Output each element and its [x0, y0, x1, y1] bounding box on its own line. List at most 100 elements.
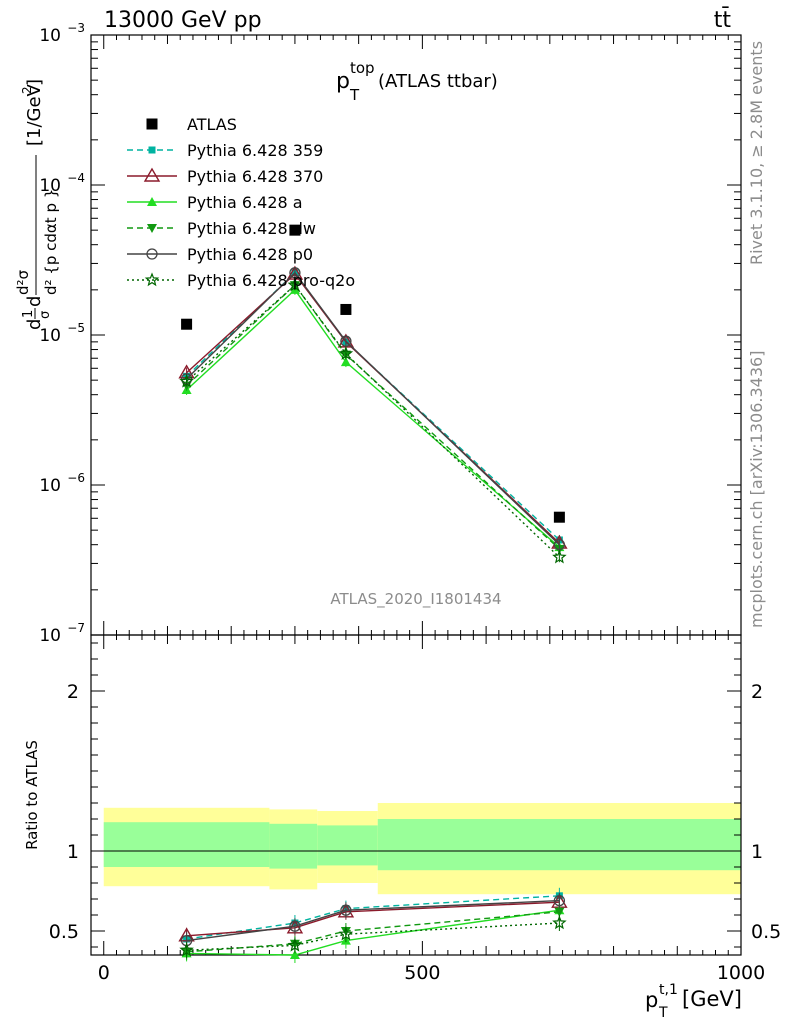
ratio-point-pythia-6-428-p0-2: [340, 904, 352, 916]
ratio-series-pythia-6-428-p0: [180, 892, 566, 949]
main-y-tick-label-4: 10: [39, 26, 61, 46]
legend-label-pythia-6-428-359: Pythia 6.428 359: [187, 141, 323, 160]
x-axis-title: p T t,1 [GeV]: [645, 982, 742, 1021]
analysis-watermark: ATLAS_2020_I1801434: [330, 590, 501, 609]
y-title-frac-den: σ: [38, 311, 53, 319]
uncertainty-band-inner-0: [103, 822, 270, 867]
y-title-numerator: d²σ: [14, 269, 32, 295]
ratio-line-pythia-6-428-370: [186, 901, 560, 937]
legend-entry-pythia-6-428-p0: Pythia 6.428 p0: [127, 245, 313, 264]
ratio-point-pythia-6-428-pro-q2o-1: [287, 937, 303, 952]
legend-label-pythia-6-428-pro-q2o: Pythia 6.428 pro-q2o: [187, 271, 355, 290]
plot-title-rest: (ATLAS ttbar): [378, 71, 498, 92]
ratio-y-tick-label-2: 2: [67, 681, 79, 703]
legend-marker-pythia-6-428-359: [148, 146, 156, 154]
uncertainty-band-inner-3: [377, 819, 741, 871]
legend-entry-atlas: ATLAS: [146, 115, 237, 134]
main-y-tick-exp-4: −3: [67, 21, 85, 35]
legend-label-atlas: ATLAS: [187, 115, 237, 134]
header-final-state-label: tt̄: [714, 7, 732, 33]
data-point-atlas-3: [553, 511, 565, 523]
ratio-point-pythia-6-428-p0-1: [289, 920, 301, 932]
main-y-tick-exp-3: −4: [67, 171, 85, 185]
ratio-y-tick-label-right-1: 1: [751, 841, 763, 863]
main-y-tick-label-1: 10: [39, 476, 61, 496]
ratio-y-axis-title: Ratio to ATLAS: [23, 740, 41, 850]
plot-title-sup: top: [350, 59, 375, 77]
uncertainty-band-inner-1: [269, 823, 318, 869]
legend-entry-pythia-6-428-dw: Pythia 6.428 dw: [127, 219, 316, 238]
main-y-tick-label-2: 10: [39, 326, 61, 346]
data-point-atlas-0: [181, 318, 193, 330]
y-title-unit: [1/GeV: [24, 83, 45, 146]
legend: ATLAS Pythia 6.428 359 Pythia 6.428 370 Pyt…: [127, 115, 355, 290]
ratio-x-tick-label-0: 0: [98, 962, 110, 984]
header-process-label: 13000 GeV pp: [104, 8, 262, 33]
x-title-unit: [GeV]: [682, 987, 742, 1011]
legend-label-pythia-6-428-370: Pythia 6.428 370: [187, 167, 323, 186]
legend-entry-pythia-6-428-359: Pythia 6.428 359: [127, 141, 323, 160]
series-line-pythia-6-428-p0: [186, 271, 560, 546]
main-panel: 10 −7 10 −6 10 −5 10 −4 10 −3: [39, 21, 742, 646]
y-title-frac-num: 1: [21, 310, 36, 318]
data-point-pythia-6-428-pro-q2o-3: [552, 549, 567, 564]
plot-title-sub: T: [349, 86, 360, 104]
plot-title: p top T (ATLAS ttbar): [336, 59, 498, 104]
legend-marker-atlas: [146, 118, 158, 130]
legend-label-pythia-6-428-a: Pythia 6.428 a: [187, 193, 303, 212]
legend-label-pythia-6-428-dw: Pythia 6.428 dw: [187, 219, 316, 238]
y-title-unit-close: ]: [24, 79, 45, 86]
data-point-atlas-1: [289, 224, 301, 236]
x-title-sub: T: [658, 1005, 668, 1021]
data-point-pythia-6-428-pro-q2o-1: [287, 277, 303, 292]
series-pythia-6-428-p0: [180, 267, 566, 551]
legend-entry-pythia-6-428-a: Pythia 6.428 a: [127, 193, 303, 212]
series-pythia-6-428-370: [178, 265, 568, 549]
series-line-pythia-6-428-370: [186, 272, 560, 544]
data-point-atlas-2: [340, 303, 352, 315]
series-line-pythia-6-428-pro-q2o: [186, 284, 560, 558]
uncertainty-band-inner-2: [317, 825, 378, 866]
series-pythia-6-428-dw: [181, 280, 565, 554]
y-title-d2: d: [24, 296, 45, 307]
series-line-pythia-6-428-dw: [186, 284, 560, 550]
main-y-tick-label-0: 10: [39, 626, 61, 646]
y-title-unit-sup: 2: [20, 86, 34, 94]
y-title-d: d: [24, 319, 45, 330]
ratio-point-pythia-6-428-pro-q2o-3: [552, 915, 567, 930]
rivet-version-label: Rivet 3.1.10, ≥ 2.8M events: [747, 41, 766, 265]
ratio-x-tick-label-2: 1000: [717, 962, 765, 984]
ratio-line-pythia-6-428-359: [186, 895, 560, 940]
legend-entry-pythia-6-428-pro-q2o: Pythia 6.428 pro-q2o: [127, 271, 355, 290]
y-title-denominator: d² {p cdαt p }: [42, 189, 60, 295]
legend-marker-pythia-6-428-dw: [147, 224, 157, 233]
ratio-frame: [90, 634, 742, 956]
ratio-point-pythia-6-428-pro-q2o-2: [338, 926, 354, 941]
data-point-pythia-6-428-pro-q2o-2: [338, 346, 354, 360]
series-line-pythia-6-428-a: [186, 288, 560, 548]
legend-marker-pythia-6-428-p0: [146, 248, 158, 260]
ratio-y-tick-label-right-2: 2: [751, 681, 763, 703]
ratio-panel: 0 500 1000 0.5 0.5 1 1 2 2: [49, 634, 781, 984]
series-atlas: [181, 224, 565, 523]
mcplots-reference-label: mcplots.cern.ch [arXiv:1306.3436]: [747, 351, 766, 628]
ratio-point-pythia-6-428-p0-3: [553, 894, 566, 907]
ratio-line-pythia-6-428-p0: [186, 899, 560, 942]
legend-entry-pythia-6-428-370: Pythia 6.428 370: [127, 167, 323, 186]
ratio-point-pythia-6-428-dw-3: [554, 907, 565, 917]
ratio-y-tick-label-right-0: 0.5: [751, 921, 781, 943]
ratio-x-tick-label-1: 500: [404, 962, 440, 984]
ratio-series-pythia-6-428-pro-q2o: [179, 915, 567, 959]
legend-label-pythia-6-428-p0: Pythia 6.428 p0: [187, 245, 313, 264]
data-point-pythia-6-428-pro-q2o-0: [179, 373, 194, 388]
series-pythia-6-428-359: [183, 267, 563, 545]
main-y-tick-exp-0: −7: [67, 621, 85, 635]
ratio-line-pythia-6-428-dw: [186, 911, 560, 953]
ratio-line-pythia-6-428-a: [186, 909, 560, 956]
ratio-point-pythia-6-428-pro-q2o-0: [179, 942, 194, 957]
main-y-tick-exp-1: −6: [67, 471, 85, 485]
legend-marker-pythia-6-428-a: [147, 197, 157, 206]
data-point-pythia-6-428-a-2: [340, 357, 351, 367]
main-y-tick-label-3: 10: [39, 176, 61, 196]
series-pythia-6-428-pro-q2o: [179, 277, 567, 564]
